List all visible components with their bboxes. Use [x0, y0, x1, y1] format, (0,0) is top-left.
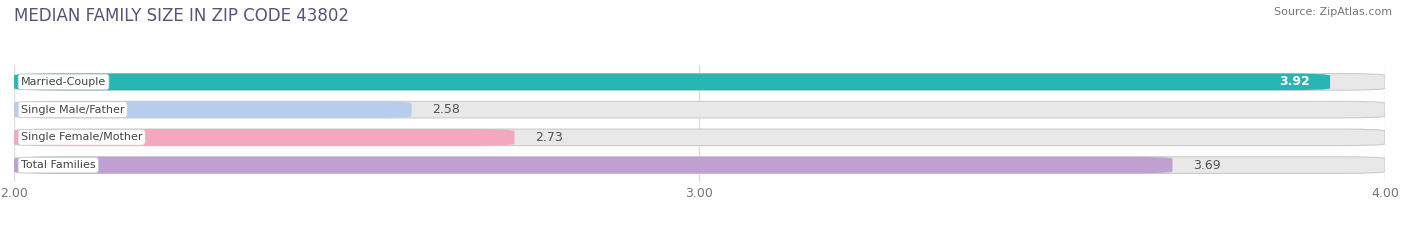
FancyBboxPatch shape	[14, 74, 1330, 90]
Text: 2.73: 2.73	[534, 131, 562, 144]
Text: 2.58: 2.58	[432, 103, 460, 116]
FancyBboxPatch shape	[14, 101, 412, 118]
Text: 3.69: 3.69	[1192, 159, 1220, 171]
Text: 3.92: 3.92	[1279, 75, 1309, 88]
Text: MEDIAN FAMILY SIZE IN ZIP CODE 43802: MEDIAN FAMILY SIZE IN ZIP CODE 43802	[14, 7, 349, 25]
FancyBboxPatch shape	[14, 129, 515, 146]
Text: Total Families: Total Families	[21, 160, 96, 170]
Text: Single Female/Mother: Single Female/Mother	[21, 132, 142, 142]
Text: Married-Couple: Married-Couple	[21, 77, 107, 87]
FancyBboxPatch shape	[14, 101, 1385, 118]
FancyBboxPatch shape	[14, 74, 1385, 90]
FancyBboxPatch shape	[14, 129, 1385, 146]
Text: Single Male/Father: Single Male/Father	[21, 105, 124, 115]
FancyBboxPatch shape	[14, 157, 1385, 173]
FancyBboxPatch shape	[14, 157, 1173, 173]
Text: Source: ZipAtlas.com: Source: ZipAtlas.com	[1274, 7, 1392, 17]
